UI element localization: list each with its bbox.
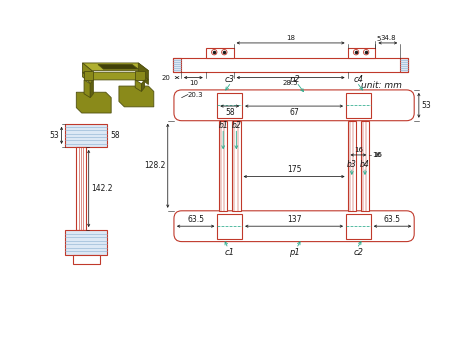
FancyBboxPatch shape [174, 90, 414, 121]
Bar [232, 121, 241, 211]
Bar [347, 121, 356, 211]
Text: 137: 137 [287, 215, 301, 224]
Text: b3: b3 [347, 160, 357, 169]
Text: b1: b1 [219, 121, 228, 130]
Text: 53: 53 [49, 131, 59, 140]
Bar [218, 93, 242, 118]
Polygon shape [135, 71, 145, 80]
Bar [361, 121, 369, 211]
Text: p2: p2 [289, 75, 300, 83]
Polygon shape [82, 72, 148, 80]
Text: 20: 20 [162, 75, 171, 81]
Bar [346, 214, 371, 238]
Text: 20.3: 20.3 [188, 91, 203, 98]
Polygon shape [76, 92, 111, 113]
Text: b4: b4 [360, 160, 370, 169]
Text: 175: 175 [287, 165, 301, 174]
Text: 34.8: 34.8 [380, 34, 396, 41]
Text: 16: 16 [373, 152, 382, 158]
Text: c3: c3 [225, 75, 235, 83]
Text: 5: 5 [376, 36, 381, 42]
Text: 67: 67 [289, 108, 299, 117]
Text: 10: 10 [189, 80, 198, 86]
Text: c2: c2 [354, 248, 364, 257]
Text: 63.5: 63.5 [187, 215, 204, 224]
Text: 16: 16 [354, 147, 363, 152]
Text: 53: 53 [421, 101, 431, 110]
Polygon shape [84, 80, 90, 98]
Text: unit: mm: unit: mm [361, 81, 402, 90]
Bar [347, 48, 375, 58]
Text: 63.5: 63.5 [384, 215, 401, 224]
Polygon shape [98, 65, 138, 69]
Polygon shape [138, 63, 148, 80]
Polygon shape [138, 72, 148, 85]
Text: 142.2: 142.2 [91, 184, 112, 193]
Bar [206, 48, 234, 58]
Polygon shape [141, 80, 145, 91]
Text: 128.2: 128.2 [144, 161, 165, 170]
Bar [218, 214, 242, 238]
Text: p1: p1 [289, 248, 300, 257]
Text: 58: 58 [225, 108, 235, 117]
Text: b2: b2 [231, 121, 241, 130]
Text: c1: c1 [225, 248, 235, 257]
Text: c4: c4 [354, 75, 364, 83]
Bar [76, 147, 86, 230]
Bar [400, 58, 408, 72]
Polygon shape [135, 80, 141, 91]
Text: 18: 18 [286, 34, 295, 41]
Polygon shape [82, 72, 92, 85]
Bar [65, 124, 107, 147]
Polygon shape [82, 63, 92, 80]
Bar [219, 121, 228, 211]
FancyBboxPatch shape [174, 211, 414, 241]
Polygon shape [84, 71, 93, 80]
Text: 28.5: 28.5 [283, 80, 298, 86]
Polygon shape [119, 86, 154, 107]
Bar [73, 255, 100, 264]
Text: 16: 16 [373, 152, 382, 158]
Text: 58: 58 [110, 131, 120, 140]
Bar [346, 93, 371, 118]
Polygon shape [90, 80, 93, 98]
Bar [173, 58, 181, 72]
Bar [65, 230, 107, 255]
Bar [173, 58, 408, 72]
Polygon shape [82, 63, 148, 71]
